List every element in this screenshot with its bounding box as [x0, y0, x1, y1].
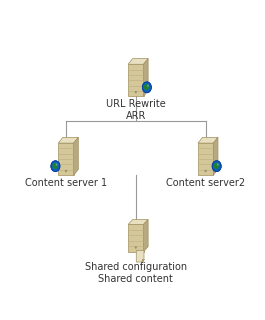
Polygon shape [198, 137, 218, 143]
Circle shape [135, 91, 137, 93]
Polygon shape [198, 143, 213, 175]
Circle shape [51, 161, 60, 172]
Polygon shape [58, 137, 78, 143]
Polygon shape [136, 251, 144, 262]
Polygon shape [128, 224, 144, 252]
Circle shape [65, 170, 67, 172]
Polygon shape [144, 59, 148, 96]
Circle shape [217, 164, 219, 166]
Circle shape [212, 161, 221, 172]
Circle shape [144, 84, 149, 90]
Circle shape [142, 82, 151, 93]
Polygon shape [128, 220, 148, 224]
Circle shape [214, 163, 219, 169]
Polygon shape [144, 220, 148, 252]
Text: URL Rewrite
ARR: URL Rewrite ARR [106, 99, 166, 121]
Text: Content server2: Content server2 [166, 178, 245, 188]
Polygon shape [128, 64, 144, 96]
Circle shape [135, 246, 137, 249]
Polygon shape [74, 137, 78, 175]
Polygon shape [142, 259, 144, 262]
Text: Content server 1: Content server 1 [25, 178, 107, 188]
Polygon shape [58, 143, 74, 175]
Polygon shape [128, 59, 148, 64]
Polygon shape [213, 137, 218, 175]
Text: Shared configuration
Shared content: Shared configuration Shared content [85, 262, 187, 284]
Circle shape [56, 164, 58, 166]
Circle shape [52, 163, 58, 169]
Circle shape [147, 84, 149, 87]
Circle shape [205, 170, 207, 172]
